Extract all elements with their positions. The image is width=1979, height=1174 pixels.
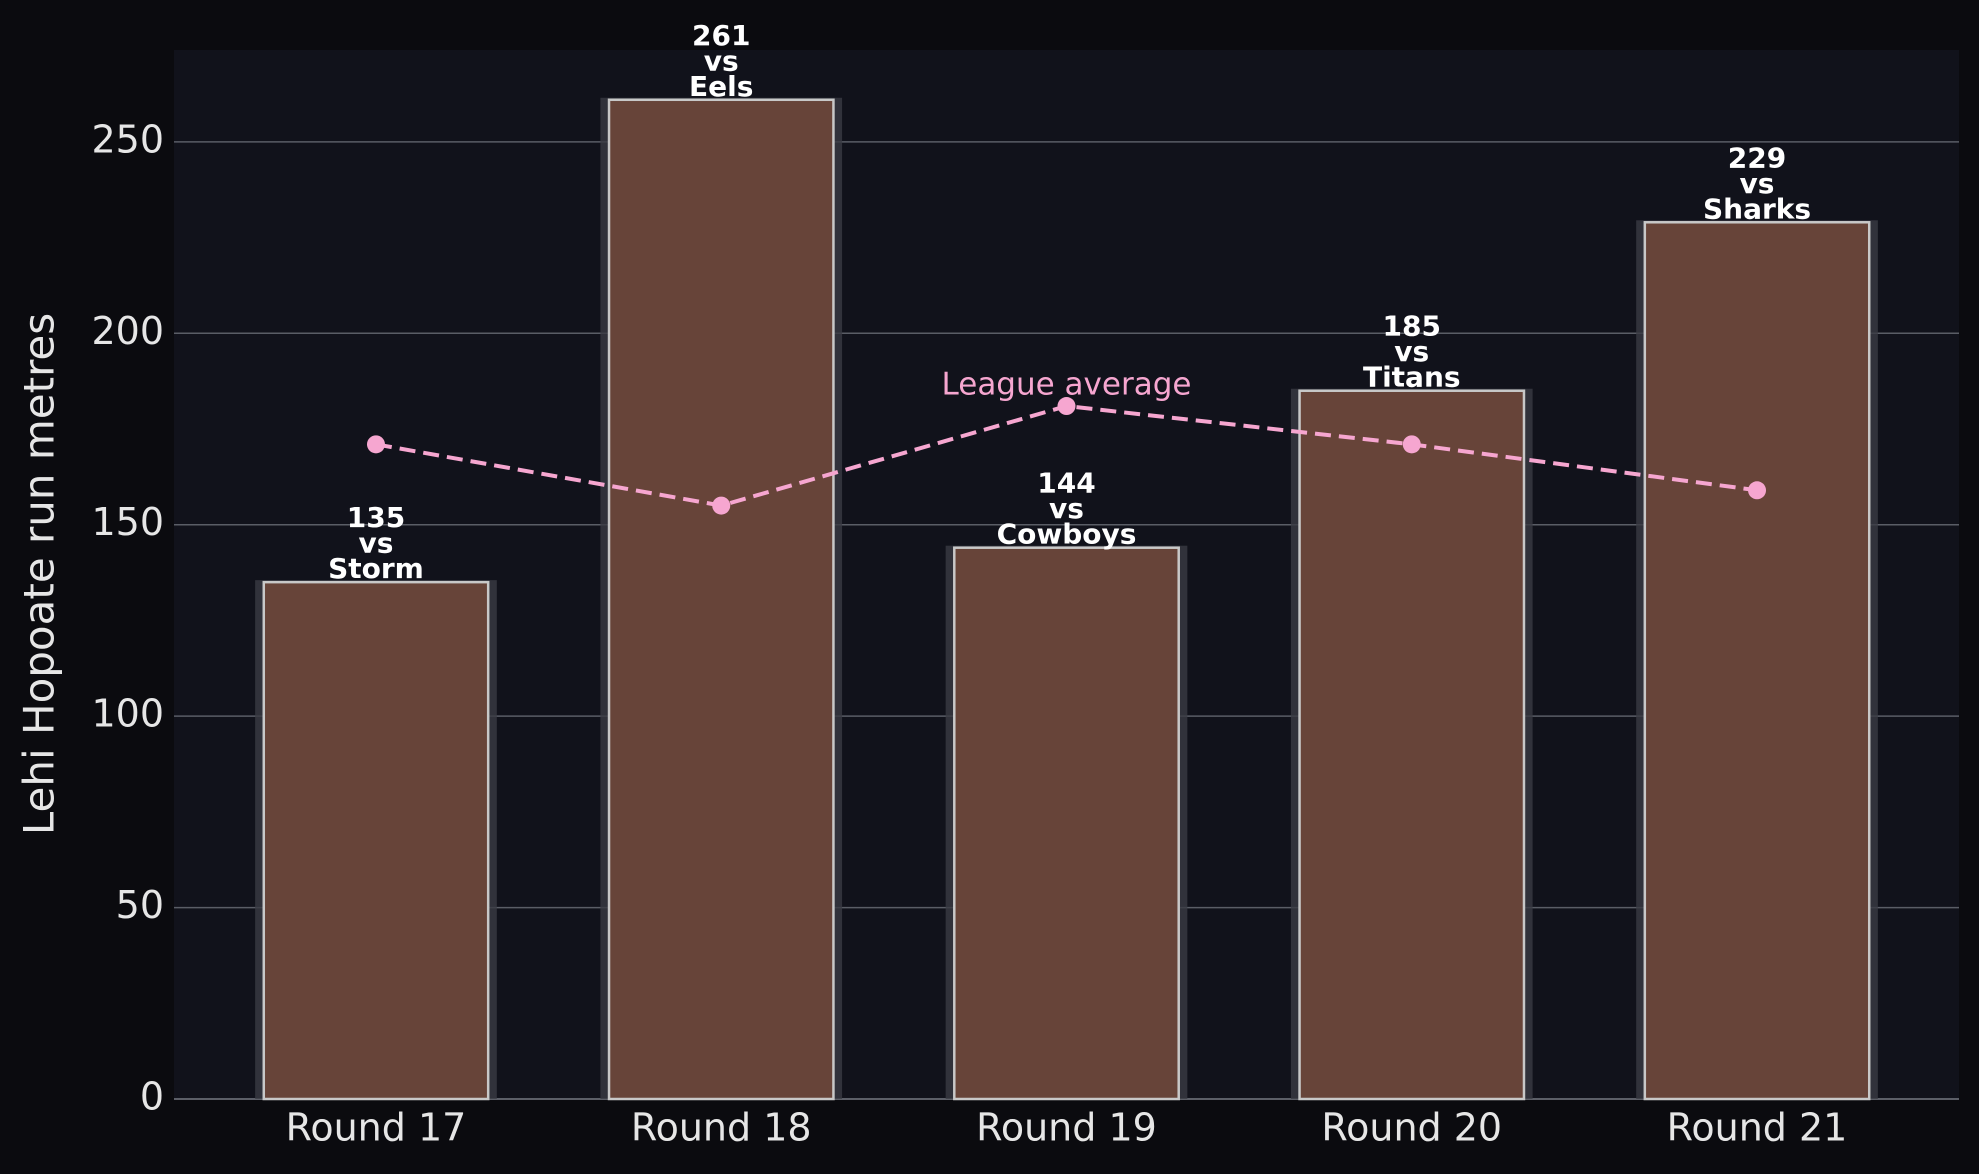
y-tick-label: 100: [91, 692, 164, 736]
annotation: League average: [942, 367, 1192, 403]
average-point: [1402, 435, 1421, 454]
data-label-line: Eels: [689, 70, 753, 103]
x-tick-label: Round 18: [631, 1106, 812, 1150]
data-label: 229 vs Sharks: [1703, 141, 1811, 225]
average-point: [1057, 397, 1076, 416]
bar: [607, 98, 835, 1101]
data-label: 144 vs Cowboys: [997, 467, 1137, 551]
data-label-line: 135: [347, 501, 405, 534]
data-label-line: Titans: [1363, 361, 1461, 394]
data-label-line: Storm: [328, 552, 424, 585]
data-label-line: vs: [704, 44, 739, 77]
data-label-line: 229: [1728, 141, 1786, 174]
average-point: [712, 496, 731, 515]
data-label: 261 vs Eels: [689, 19, 753, 103]
data-label-line: vs: [1049, 492, 1084, 525]
y-tick-label: 0: [140, 1075, 164, 1119]
y-tick-label: 200: [91, 309, 164, 353]
y-tick-label: 250: [91, 117, 164, 161]
data-label-line: vs: [1740, 167, 1775, 200]
data-label-line: Sharks: [1703, 192, 1811, 225]
data-label: 185 vs Titans: [1363, 310, 1461, 394]
data-label-line: vs: [359, 527, 394, 560]
data-label-line: 261: [692, 19, 750, 52]
y-tick-label: 50: [116, 883, 164, 927]
bar: [953, 546, 1180, 1101]
average-point: [366, 435, 385, 454]
y-tick-label: 150: [91, 500, 164, 544]
x-tick-label: Round 21: [1667, 1106, 1848, 1150]
x-tick-label: Round 17: [286, 1106, 467, 1150]
bar: [1643, 221, 1871, 1101]
x-tick-label: Round 20: [1321, 1106, 1502, 1150]
data-label: 135 vs Storm: [328, 501, 424, 585]
data-label-line: 144: [1037, 467, 1095, 500]
bar: [1298, 389, 1526, 1101]
data-label-line: 185: [1383, 310, 1441, 343]
data-label-line: vs: [1394, 335, 1429, 368]
y-axis-label: Lehi Hopoate run metres: [15, 313, 64, 835]
bar: [262, 580, 490, 1101]
x-tick-label: Round 19: [976, 1106, 1157, 1150]
data-label-line: Cowboys: [997, 518, 1137, 551]
average-point: [1748, 481, 1767, 500]
